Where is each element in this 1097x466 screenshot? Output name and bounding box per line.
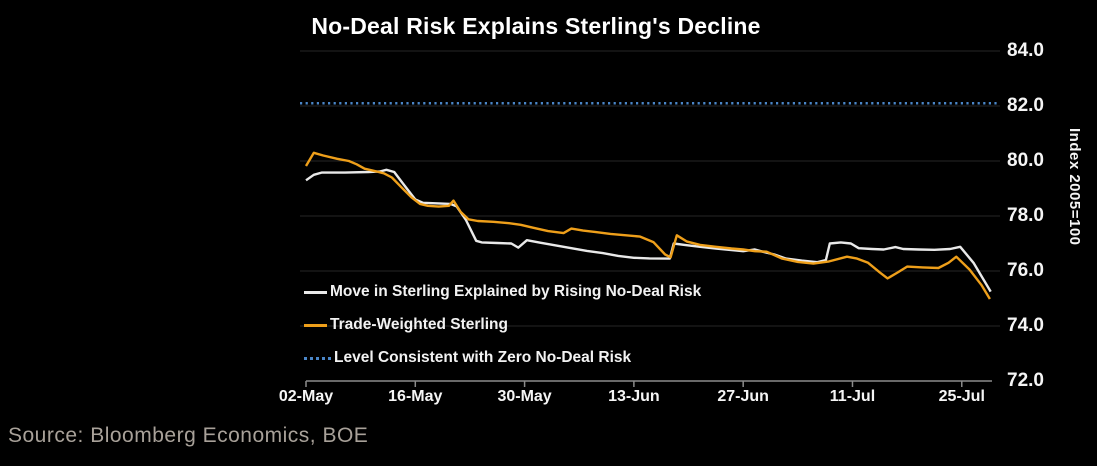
legend-item-trade-weighted: Trade-Weighted Sterling <box>304 315 701 335</box>
y-tick-label: 80.0 <box>1007 150 1044 171</box>
y-tick-label: 72.0 <box>1007 370 1044 391</box>
x-tick-label: 30-May <box>497 388 552 405</box>
x-tick-label: 13-Jun <box>608 388 660 405</box>
x-tick-label: 16-May <box>388 388 443 405</box>
legend-item-zero-risk-level: Level Consistent with Zero No-Deal Risk <box>304 348 701 368</box>
blue-dotted-line-swatch-icon <box>304 356 331 360</box>
y-tick-label: 84.0 <box>1007 40 1044 61</box>
white-line-swatch-icon <box>304 290 327 294</box>
source-attribution: Source: Bloomberg Economics, BOE <box>8 424 369 447</box>
x-tick-label: 11-Jul <box>829 388 876 405</box>
y-tick-label: 78.0 <box>1007 205 1044 226</box>
y-tick-label: 74.0 <box>1007 315 1044 336</box>
legend-item-explained-move: Move in Sterling Explained by Rising No-… <box>304 282 701 302</box>
series-line-1 <box>304 151 991 300</box>
legend-label: Level Consistent with Zero No-Deal Risk <box>334 349 632 366</box>
legend: Move in Sterling Explained by Rising No-… <box>304 282 701 381</box>
legend-label: Move in Sterling Explained by Rising No-… <box>330 283 702 300</box>
series-line-0 <box>305 168 992 293</box>
y-tick-label: 82.0 <box>1007 95 1044 116</box>
y-tick-label: 76.0 <box>1007 260 1044 281</box>
x-tick-label: 27-Jun <box>717 388 769 405</box>
orange-line-swatch-icon <box>304 323 327 327</box>
chart-title: No-Deal Risk Explains Sterling's Decline <box>311 13 761 39</box>
y-axis-title: Index 2005=100 <box>1066 128 1083 246</box>
x-tick-label: 25-Jul <box>938 388 985 405</box>
x-tick-label: 02-May <box>278 388 334 405</box>
legend-label: Trade-Weighted Sterling <box>330 316 508 333</box>
